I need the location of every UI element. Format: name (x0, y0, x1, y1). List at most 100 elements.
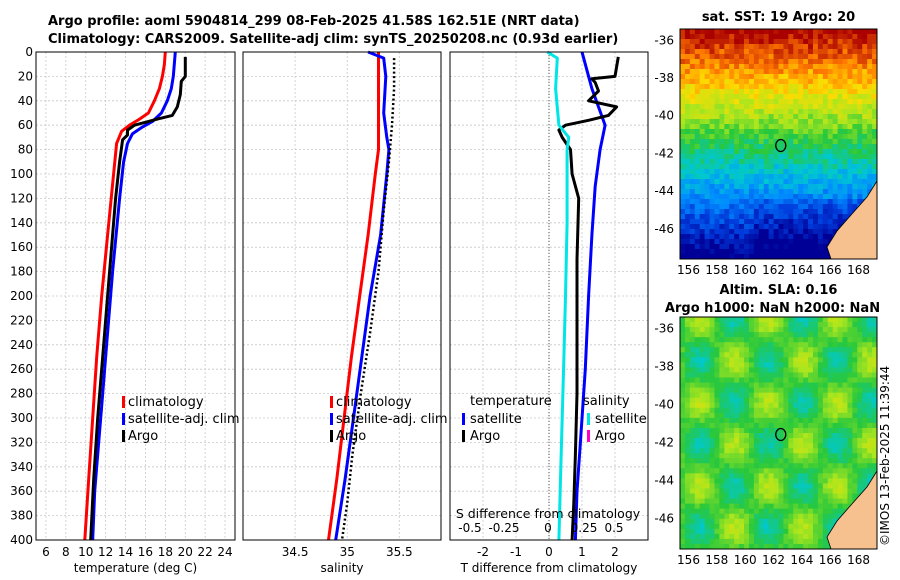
map-cell (689, 538, 696, 545)
map-cell (773, 104, 779, 110)
map-cell (773, 473, 779, 479)
map-cell (719, 493, 725, 499)
map-cell (689, 448, 696, 454)
map-cell (758, 387, 765, 394)
map-cell (729, 508, 735, 515)
map-cell (773, 169, 779, 175)
map-cell (788, 397, 794, 404)
map-cell (842, 453, 848, 459)
map-cell (689, 84, 696, 90)
map-cell (817, 337, 824, 343)
map-cell (714, 169, 720, 175)
map-cell (832, 209, 838, 215)
map-cell (734, 69, 740, 75)
map-cell (808, 327, 814, 333)
map-cell (822, 239, 829, 245)
map-cell (788, 174, 794, 180)
map-cell (680, 533, 686, 540)
y-tick-label: 140 (10, 216, 33, 230)
lon-tick-label: 164 (790, 263, 813, 277)
map-cell (842, 154, 848, 160)
map-cell (872, 463, 878, 469)
map-cell (689, 453, 696, 459)
lat-tick-label: -44 (654, 474, 674, 488)
map-cell (822, 422, 829, 429)
lat-tick-label: -36 (654, 321, 674, 335)
map-cell (847, 89, 853, 95)
map-cell (872, 332, 878, 338)
map-cell (872, 362, 878, 368)
map-cell (763, 422, 770, 429)
map-cell (724, 239, 730, 245)
map-cell (714, 194, 720, 200)
map-cell (719, 144, 725, 150)
map-cell (714, 397, 720, 404)
map-cell (768, 244, 774, 250)
map-cell (704, 523, 710, 530)
map-cell (803, 199, 809, 205)
map-cell (714, 332, 720, 338)
map-cell (837, 74, 843, 80)
map-cell (847, 189, 853, 195)
map-cell (753, 543, 760, 550)
map-cell (862, 322, 868, 328)
map-cell (773, 149, 779, 155)
map-cell (832, 134, 838, 140)
map-cell (724, 104, 730, 110)
map-cell (758, 427, 765, 434)
map-cell (724, 327, 730, 333)
map-cell (768, 463, 774, 469)
map-cell (798, 332, 804, 338)
map-cell (758, 458, 765, 464)
map-cell (753, 144, 760, 150)
series-line-climatology (327, 52, 380, 541)
map-cell (778, 543, 784, 550)
map-cell (773, 79, 779, 85)
map-cell (832, 49, 838, 55)
map-cell (842, 184, 848, 190)
map-cell (812, 367, 819, 373)
map-cell (817, 473, 824, 479)
map-cell (852, 473, 858, 479)
map-cell (768, 49, 774, 55)
map-cell (684, 109, 691, 115)
map-cell (768, 169, 774, 175)
map-cell (803, 372, 809, 378)
map-cell (778, 224, 784, 230)
map-cell (699, 473, 706, 479)
map-cell (758, 498, 765, 505)
map-cell (798, 337, 804, 343)
map-cell (783, 199, 789, 205)
map-cell (684, 114, 691, 120)
map-cell (704, 209, 710, 215)
map-cell (748, 239, 755, 245)
map-cell (803, 483, 809, 489)
map-cell (773, 337, 779, 343)
map-cell (773, 89, 779, 95)
map-cell (793, 448, 799, 454)
map-cell (862, 39, 868, 45)
map-cell (739, 234, 745, 240)
map-cell (714, 493, 720, 499)
map-cell (783, 372, 789, 378)
map-cell (793, 29, 799, 35)
map-cell (773, 483, 779, 489)
map-cell (832, 412, 838, 419)
map-cell (832, 104, 838, 110)
map-cell (689, 64, 696, 70)
map-cell (744, 377, 750, 383)
map-cell (689, 488, 696, 494)
map-cell (684, 249, 691, 255)
map-cell (753, 84, 760, 90)
map-cell (862, 164, 868, 170)
map-cell (773, 347, 779, 353)
map-cell (872, 129, 878, 135)
map-cell (847, 402, 853, 409)
map-cell (773, 518, 779, 525)
map-cell (699, 377, 706, 383)
map-cell (832, 99, 838, 105)
map-cell (867, 337, 873, 343)
map-cell (812, 488, 819, 494)
map-cell (748, 377, 755, 383)
map-cell (768, 468, 774, 474)
